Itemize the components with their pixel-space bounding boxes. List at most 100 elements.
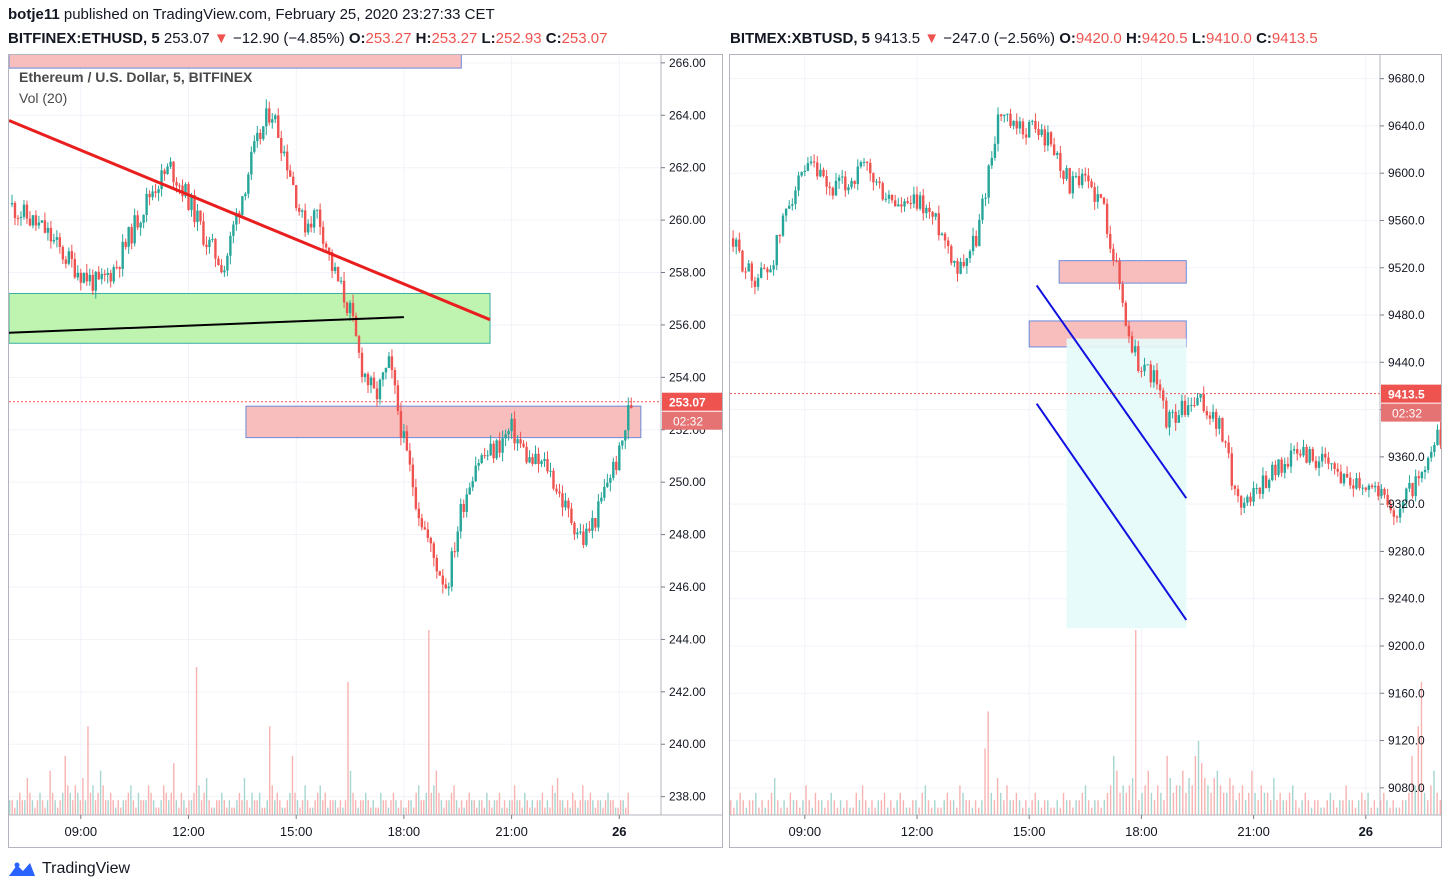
volume-bar: [291, 755, 294, 815]
volume-bar: [990, 792, 992, 815]
volume-bar: [602, 807, 604, 815]
left-low: 252.93: [495, 30, 542, 47]
candle-body: [609, 477, 612, 483]
volume-bar: [309, 807, 311, 815]
volume-bar: [921, 792, 923, 815]
tradingview-brand[interactable]: TradingView: [42, 860, 131, 877]
volume-bar: [1025, 800, 1027, 815]
candle-body: [444, 584, 447, 589]
candle-body: [582, 531, 585, 545]
candle-body: [1183, 400, 1187, 415]
y-tick-label: 9600.0: [1388, 166, 1425, 180]
candle-body: [890, 194, 894, 201]
author-name[interactable]: botje11: [8, 6, 60, 23]
left-chart[interactable]: 266.00 264.00 262.00 260.00 258.00 256.00 254.…: [9, 55, 723, 848]
right-h-label: H:: [1125, 30, 1142, 47]
volume-bar: [1405, 800, 1407, 815]
candle-body: [510, 418, 513, 432]
candle-body: [70, 251, 74, 260]
candle-body: [1137, 346, 1140, 372]
candle-body: [975, 235, 978, 247]
volume-bar: [377, 807, 380, 815]
candle-body: [1405, 488, 1408, 502]
volume-bar: [420, 800, 422, 815]
tradingview-footer[interactable]: TradingView: [8, 860, 130, 878]
candle-body: [31, 215, 35, 226]
candle-body: [250, 151, 253, 175]
volume-bar: [877, 800, 879, 815]
candle-body: [271, 119, 274, 123]
candle-body: [812, 161, 816, 163]
volume-bar: [314, 800, 316, 815]
volume-bar: [493, 800, 496, 815]
candle-body: [1339, 471, 1343, 484]
volume-bar: [357, 807, 359, 815]
candle-body: [788, 205, 791, 209]
volume-bar: [46, 800, 49, 815]
volume-bar: [1182, 770, 1184, 815]
y-tick-label: 9520.0: [1388, 261, 1425, 275]
volume-bar: [849, 807, 851, 815]
candle-body: [1383, 489, 1386, 495]
candle-body: [396, 385, 400, 412]
candle-body: [1071, 176, 1075, 194]
candle-body: [151, 191, 154, 198]
volume-bar: [463, 807, 465, 815]
left-symbol[interactable]: BITFINEX:ETHUSD, 5: [8, 30, 160, 47]
volume-bar: [332, 800, 334, 815]
candle-body: [766, 268, 769, 273]
volume-bar: [1232, 785, 1234, 815]
volume-bar: [739, 792, 741, 815]
volume-bar: [981, 800, 983, 815]
y-tick-label: 246.00: [669, 580, 706, 594]
volume-bar: [261, 807, 263, 815]
candle-body: [1109, 233, 1112, 249]
volume-bar: [792, 800, 795, 815]
candle-body: [1221, 418, 1224, 442]
candle-body: [220, 265, 223, 273]
candle-body: [1230, 453, 1233, 486]
volume-bar: [476, 807, 478, 815]
volume-bar: [846, 800, 848, 815]
candle-body: [1311, 449, 1315, 461]
candle-body: [280, 137, 283, 154]
right-chart-panel[interactable]: 9680.0 9640.0 9600.0 9560.0 9520.0 9480.0 9440…: [729, 54, 1442, 848]
right-chart[interactable]: 9680.0 9640.0 9600.0 9560.0 9520.0 9480.0 9440…: [730, 55, 1442, 848]
volume-bar: [577, 807, 579, 815]
candle-body: [142, 214, 145, 223]
y-tick-label: 262.00: [669, 161, 706, 175]
candle-body: [58, 237, 62, 247]
volume-bar: [1354, 807, 1357, 815]
candle-body: [336, 267, 340, 282]
volume-bar: [19, 792, 21, 815]
y-tick-label: 242.00: [669, 685, 706, 699]
volume-bar: [1260, 785, 1263, 815]
candle-body: [378, 379, 382, 400]
volume-bar: [56, 807, 59, 815]
volume-bar: [521, 807, 523, 815]
volume-bar: [1248, 792, 1250, 815]
candle-body: [878, 181, 881, 184]
y-tick-label: 240.00: [669, 737, 706, 751]
volume-bar: [483, 807, 486, 815]
volume-bar: [193, 792, 195, 815]
volume-bar: [281, 807, 284, 815]
volume-bar: [619, 800, 622, 815]
volume-bar: [165, 792, 167, 815]
volume-bar: [531, 800, 534, 815]
candle-body: [831, 187, 835, 196]
candle-body: [962, 261, 965, 266]
volume-bar: [29, 792, 31, 815]
volume-bar: [450, 792, 453, 815]
candle-body: [1099, 194, 1103, 198]
candle-body: [903, 201, 906, 207]
volume-bar: [1263, 792, 1266, 815]
volume-bar: [1270, 800, 1272, 815]
candle-body: [987, 165, 990, 198]
candle-body: [603, 486, 606, 498]
right-symbol[interactable]: BITMEX:XBTUSD, 5: [730, 30, 871, 47]
candle-body: [1096, 194, 1099, 202]
candle-body: [172, 161, 175, 183]
left-chart-panel[interactable]: 266.00 264.00 262.00 260.00 258.00 256.00 254.…: [8, 54, 723, 848]
volume-bar: [539, 800, 541, 815]
